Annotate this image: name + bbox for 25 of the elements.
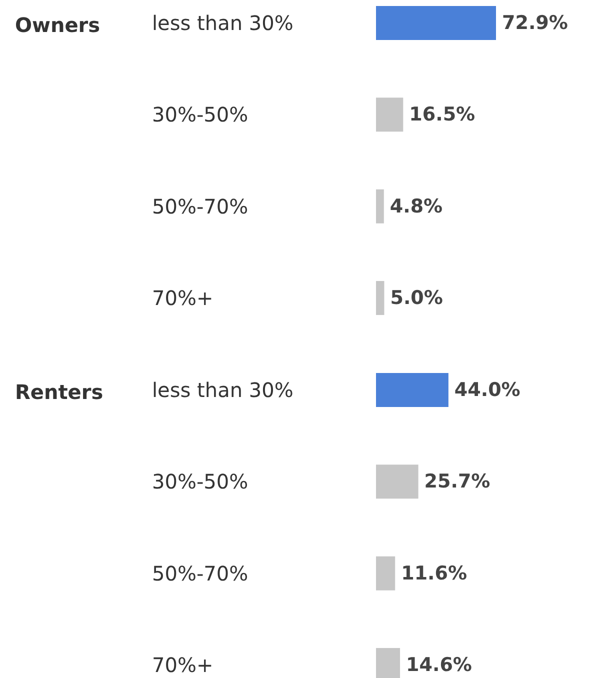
y-tick-label: 50%-70% (152, 194, 248, 218)
data-label: 44.0% (454, 379, 520, 401)
bar (376, 464, 418, 499)
bar (376, 281, 384, 315)
bar (376, 98, 404, 132)
y-tick-label: 30%-50% (152, 102, 248, 127)
text: Renters (15, 380, 104, 404)
data-label: 4.8% (390, 195, 443, 218)
data-label: 14.6% (406, 654, 472, 676)
data-label: 5.0% (390, 287, 443, 309)
bar (376, 189, 384, 224)
y-tick-label: 70%+ (152, 653, 214, 677)
y-tick-label: 50%-70% (152, 561, 248, 586)
data-label: 25.7% (424, 470, 490, 493)
data-label: 16.5% (409, 104, 476, 126)
data-label: 72.9% (502, 12, 568, 34)
data-label: 11.6% (401, 562, 468, 584)
bar (376, 373, 448, 407)
y-tick-label: 70%+ (152, 286, 214, 310)
y-tick-label: 30%-50% (152, 470, 248, 494)
bar (376, 6, 496, 40)
y-tick-label: less than 30% (152, 11, 294, 35)
text: Owners (15, 13, 100, 37)
bar (376, 556, 396, 590)
y-tick-label: less than 30% (152, 378, 294, 402)
